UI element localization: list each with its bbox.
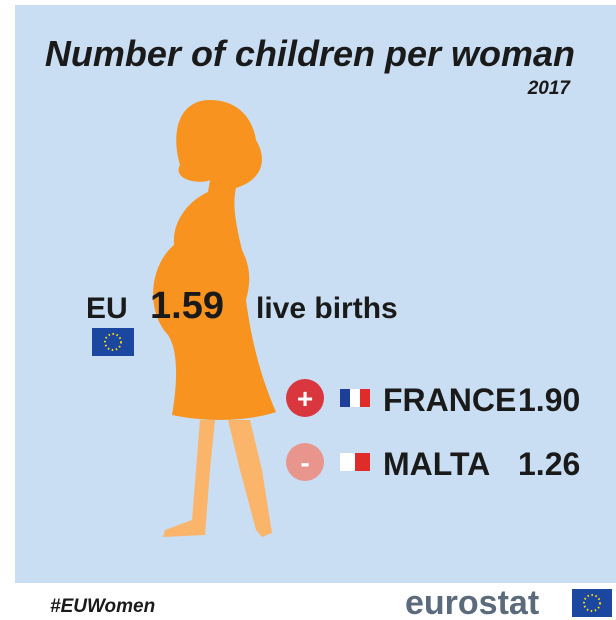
malta-label: MALTA <box>383 446 490 482</box>
title: Number of children per woman <box>45 33 575 74</box>
eu-label: EU <box>86 292 128 325</box>
malta-value: 1.26 <box>518 446 580 482</box>
leg <box>163 420 215 537</box>
brand: eurostat <box>405 584 539 620</box>
eu-value: 1.59 <box>150 285 224 327</box>
plus-badge <box>286 379 324 417</box>
france-label: FRANCE <box>383 382 516 418</box>
eu-flag <box>92 328 134 356</box>
background-panel <box>15 5 616 583</box>
body <box>153 100 276 420</box>
minus-sign: - <box>300 447 309 478</box>
year: 2017 <box>527 78 572 99</box>
france-flag <box>340 389 370 407</box>
leg <box>228 420 272 537</box>
france-value: 1.90 <box>518 382 580 418</box>
malta-flag <box>340 453 370 471</box>
plus-sign: + <box>297 383 313 414</box>
woman-silhouette <box>153 100 276 537</box>
hashtag: #EUWomen <box>50 596 155 617</box>
minus-badge <box>286 443 324 481</box>
brand-flag <box>572 589 612 617</box>
eu-unit: live births <box>256 292 398 325</box>
